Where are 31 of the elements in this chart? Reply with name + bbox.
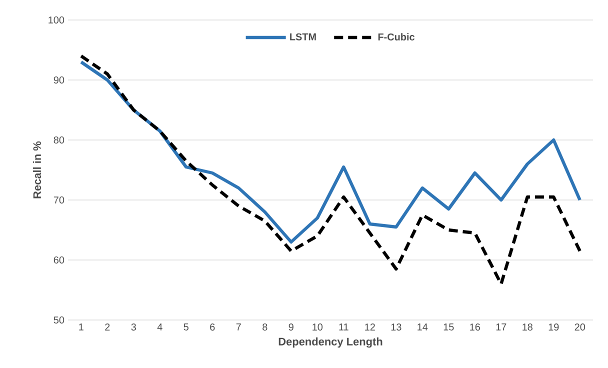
x-tick-label: 14: [418, 324, 428, 330]
x-tick-label: 17: [496, 324, 506, 330]
legend-label: LSTM: [290, 33, 316, 40]
x-tick-label: 19: [548, 324, 559, 331]
y-axis-title: Recall in %: [32, 141, 42, 198]
y-tick-label: 80: [54, 136, 64, 144]
y-tick-label: 90: [54, 76, 64, 84]
x-tick-label: 9: [288, 324, 294, 331]
x-tick-label: 4: [157, 324, 162, 330]
legend-label: F-Cubic: [378, 33, 415, 40]
x-tick-label: 1: [79, 324, 84, 330]
x-tick-label: 20: [574, 324, 586, 331]
x-tick-label: 13: [391, 324, 402, 331]
x-tick-label: 18: [522, 324, 532, 331]
x-tick-label: 8: [262, 324, 268, 331]
x-tick-label: 15: [444, 324, 454, 330]
x-tick-label: 16: [470, 324, 480, 331]
x-tick-label: 11: [339, 324, 348, 330]
x-tick-label: 6: [210, 324, 215, 331]
x-tick-label: 12: [365, 324, 375, 330]
y-tick-label: 50: [54, 316, 64, 324]
y-tick-label: 70: [54, 196, 64, 204]
x-tick-label: 3: [131, 324, 136, 331]
x-tick-label: 2: [105, 324, 110, 330]
x-tick-label: 10: [312, 324, 323, 331]
x-axis-title: Dependency Length: [278, 337, 382, 348]
line-series: [80, 60, 582, 244]
y-tick-label: 100: [48, 16, 64, 24]
x-tick-label: 7: [236, 324, 241, 330]
x-tick-label: 5: [184, 324, 188, 330]
y-tick-label: 60: [54, 256, 64, 264]
